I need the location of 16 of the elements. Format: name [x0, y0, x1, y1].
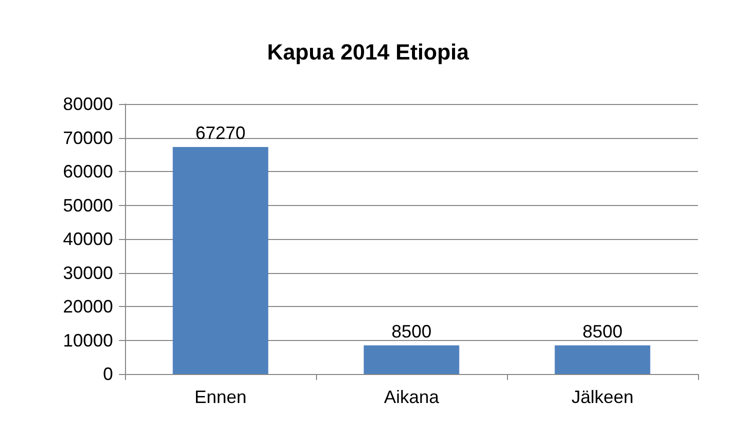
y-tick-label: 20000 [62, 296, 113, 316]
y-tick-label: 40000 [62, 229, 113, 249]
data-label: 8500 [582, 321, 623, 342]
data-label: 8500 [391, 321, 432, 342]
x-tick-label: Ennen [194, 387, 247, 407]
y-tick-label: 0 [102, 364, 113, 384]
y-tick-label: 60000 [62, 162, 113, 182]
data-label: 67270 [195, 122, 246, 143]
y-tick-label: 50000 [62, 195, 113, 216]
y-tick-label: 70000 [62, 128, 113, 148]
x-tick-label: Aikana [384, 387, 440, 407]
y-tick-label: 10000 [62, 330, 113, 350]
y-tick-label: 80000 [62, 94, 113, 114]
chart-title: Kapua 2014 Etiopia [267, 40, 470, 64]
x-tick-label: Jälkeen [571, 387, 634, 407]
y-tick-label: 30000 [62, 262, 113, 283]
